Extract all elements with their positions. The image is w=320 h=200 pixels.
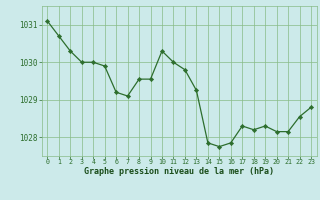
X-axis label: Graphe pression niveau de la mer (hPa): Graphe pression niveau de la mer (hPa) (84, 167, 274, 176)
